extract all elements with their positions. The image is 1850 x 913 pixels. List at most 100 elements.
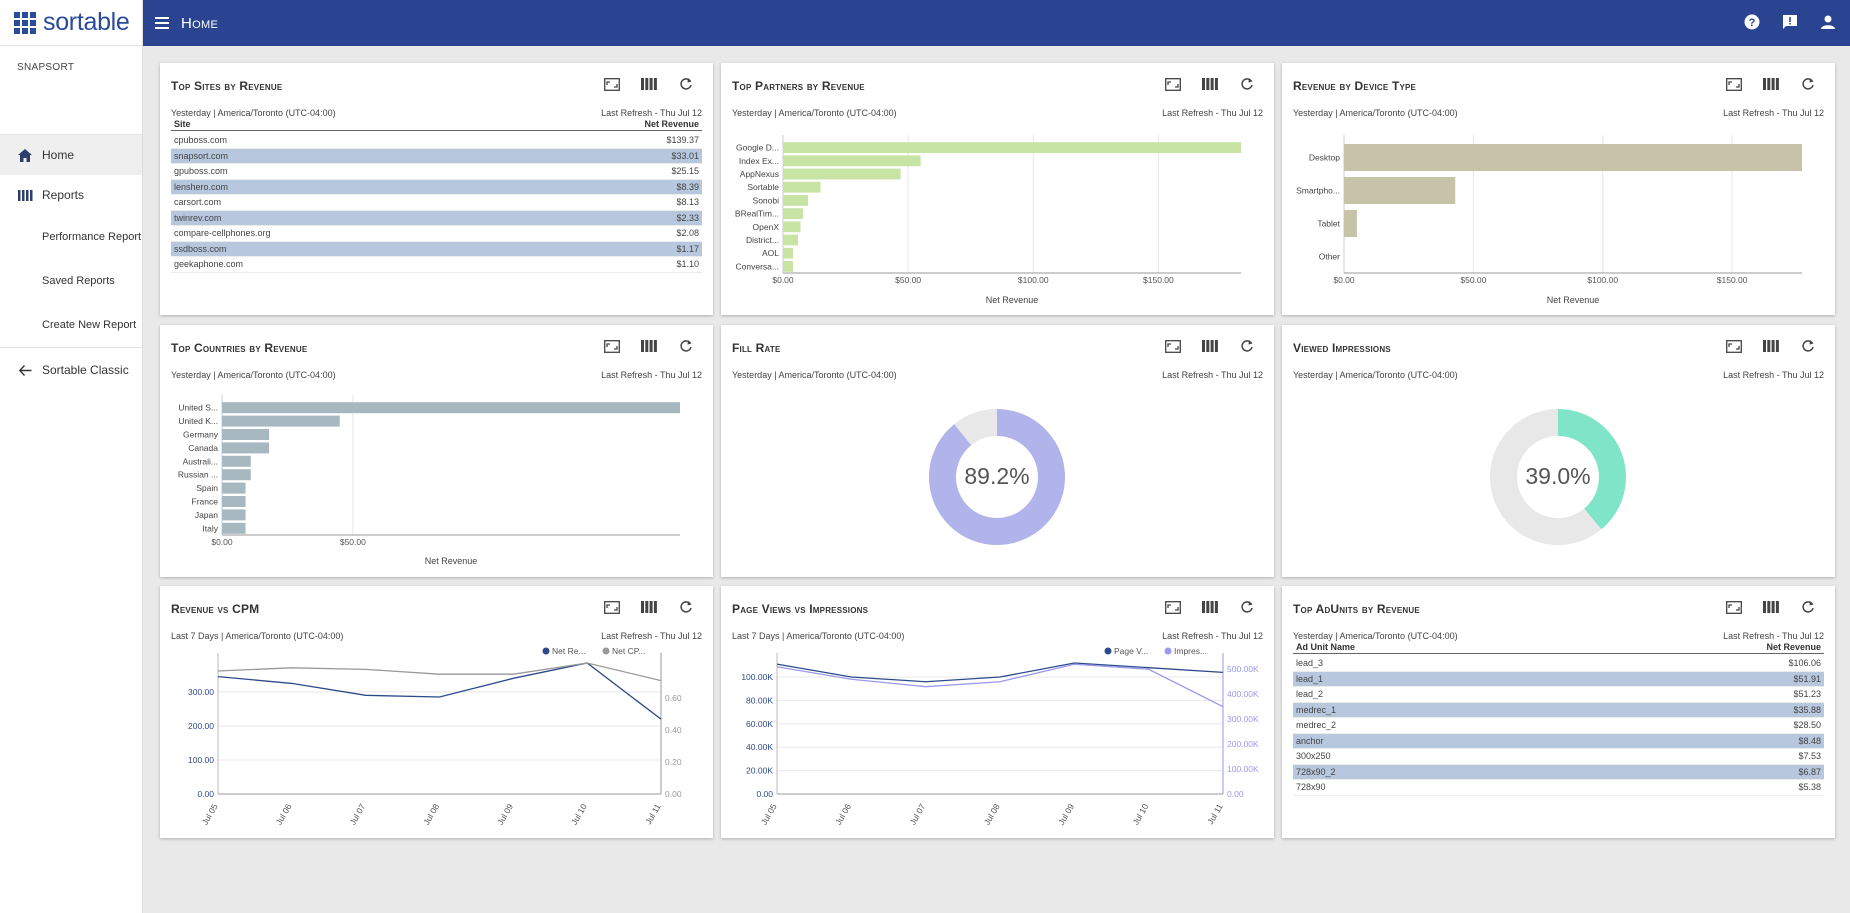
sidebar-item-performance-report[interactable]: Performance Report: [42, 231, 142, 243]
table-row[interactable]: 728x90 $5.38: [1293, 780, 1824, 796]
expand-icon[interactable]: [1725, 339, 1743, 353]
table-row[interactable]: geekaphone.com $1.10: [171, 257, 702, 273]
table-row[interactable]: ssdboss.com $1.17: [171, 241, 702, 257]
expand-icon[interactable]: [1725, 77, 1743, 91]
table-row[interactable]: snapsort.com $33.01: [171, 148, 702, 164]
bar: [222, 415, 340, 427]
site-name: twinrev.com: [174, 212, 222, 223]
columns-icon[interactable]: [1201, 600, 1219, 614]
y-right-tick-label: 500.00K: [1227, 664, 1259, 674]
table-row[interactable]: lenshero.com $8.39: [171, 179, 702, 195]
card-last-refresh: Last Refresh - Thu Jul 12: [601, 108, 702, 118]
table-header: Site Net Revenue: [171, 119, 702, 131]
card-title: Page Views vs Impressions: [732, 602, 869, 616]
sidebar-item-sortable-classic[interactable]: Sortable Classic: [0, 347, 142, 392]
columns-icon[interactable]: [1762, 600, 1780, 614]
category-label: Google D...: [736, 143, 779, 153]
adunit-name: lead_1: [1296, 673, 1324, 684]
logo-grid-icon: [14, 11, 36, 34]
table-row[interactable]: twinrev.com $2.33: [171, 210, 702, 226]
refresh-icon[interactable]: [677, 77, 695, 91]
expand-icon[interactable]: [1164, 339, 1182, 353]
column-header-ad-unit-name[interactable]: Ad Unit Name: [1296, 642, 1356, 652]
legend-marker: [602, 647, 610, 655]
sidebar-item-home[interactable]: Home: [0, 135, 142, 175]
columns-icon[interactable]: [640, 600, 658, 614]
column-header-net-revenue[interactable]: Net Revenue: [644, 119, 699, 129]
site-revenue: $2.08: [676, 228, 699, 238]
table-row[interactable]: medrec_2 $28.50: [1293, 718, 1824, 734]
refresh-icon[interactable]: [677, 339, 695, 353]
x-tick-label: Jul 10: [1130, 802, 1150, 827]
refresh-icon[interactable]: [1238, 600, 1256, 614]
refresh-icon[interactable]: [677, 600, 695, 614]
table-row[interactable]: lead_1 $51.91: [1293, 671, 1824, 687]
sidebar-item-saved-reports[interactable]: Saved Reports: [42, 275, 115, 287]
x-axis-title: Net Revenue: [425, 556, 478, 566]
category-label: AppNexus: [740, 169, 779, 179]
expand-icon[interactable]: [1164, 77, 1182, 91]
expand-icon[interactable]: [1164, 600, 1182, 614]
table-row[interactable]: anchor $8.48: [1293, 733, 1824, 749]
refresh-icon[interactable]: [1799, 600, 1817, 614]
sidebar-item-reports[interactable]: Reports: [0, 175, 142, 215]
x-tick-label: $150.00: [1143, 275, 1174, 285]
bar: [783, 181, 821, 193]
table-row[interactable]: lead_3 $106.06: [1293, 656, 1824, 672]
y-right-tick-label: 0.00: [665, 789, 682, 799]
help-icon[interactable]: ?: [1744, 14, 1760, 30]
card-date-range: Yesterday | America/Toronto (UTC-04:00): [1293, 370, 1458, 380]
sidebar-item-create-new-report[interactable]: Create New Report: [42, 319, 137, 331]
bar: [222, 402, 680, 414]
adunit-name: 728x90: [1296, 782, 1326, 792]
card-top-sites: Top Sites by Revenue Yesterday | America…: [160, 63, 713, 315]
fill-rate-value: 89.2%: [964, 463, 1030, 489]
bar: [1344, 176, 1456, 205]
refresh-icon[interactable]: [1238, 77, 1256, 91]
columns-icon[interactable]: [1201, 77, 1219, 91]
card-title: Top Sites by Revenue: [171, 79, 283, 93]
refresh-icon[interactable]: [1799, 77, 1817, 91]
table-row[interactable]: cpuboss.com $139.37: [171, 133, 702, 149]
bar: [783, 260, 794, 272]
refresh-icon[interactable]: [1238, 339, 1256, 353]
logo[interactable]: sortable: [0, 0, 142, 46]
category-label: Russian ...: [178, 470, 218, 480]
table-row[interactable]: 300x250 $7.53: [1293, 749, 1824, 765]
bar: [783, 155, 921, 167]
columns-icon[interactable]: [640, 339, 658, 353]
card-last-refresh: Last Refresh - Thu Jul 12: [601, 370, 702, 380]
columns-icon[interactable]: [1201, 339, 1219, 353]
refresh-icon[interactable]: [1799, 339, 1817, 353]
columns-icon[interactable]: [640, 77, 658, 91]
bar: [1344, 209, 1357, 238]
card-date-range: Yesterday | America/Toronto (UTC-04:00): [171, 108, 336, 118]
expand-icon[interactable]: [603, 77, 621, 91]
table-row[interactable]: gpuboss.com $25.15: [171, 164, 702, 180]
table-row[interactable]: carsort.com $8.13: [171, 195, 702, 211]
table-row[interactable]: lead_2 $51.23: [1293, 687, 1824, 703]
column-header-net-revenue[interactable]: Net Revenue: [1766, 642, 1821, 652]
y-left-tick-label: 200.00: [188, 721, 214, 731]
columns-icon[interactable]: [1762, 339, 1780, 353]
card-date-range: Last 7 Days | America/Toronto (UTC-04:00…: [732, 631, 905, 641]
column-header-site[interactable]: Site: [174, 119, 191, 129]
columns-icon[interactable]: [1762, 77, 1780, 91]
user-icon[interactable]: [1820, 14, 1836, 30]
category-label: Index Ex...: [739, 156, 779, 166]
table-row[interactable]: compare-cellphones.org $2.08: [171, 226, 702, 242]
feedback-icon[interactable]: [1782, 14, 1798, 30]
x-tick-label: $0.00: [1333, 275, 1355, 285]
table-row[interactable]: medrec_1 $35.88: [1293, 702, 1824, 718]
bar: [222, 522, 246, 534]
expand-icon[interactable]: [1725, 600, 1743, 614]
adunit-revenue: $106.06: [1788, 658, 1821, 668]
table-row[interactable]: 728x90_2 $6.87: [1293, 764, 1824, 780]
expand-icon[interactable]: [603, 600, 621, 614]
site-revenue: $33.01: [671, 150, 699, 161]
menu-icon[interactable]: [155, 14, 169, 32]
card-last-refresh: Last Refresh - Thu Jul 12: [1723, 370, 1824, 380]
y-left-tick-label: 300.00: [188, 687, 214, 697]
category-label: District...: [746, 235, 779, 245]
expand-icon[interactable]: [603, 339, 621, 353]
